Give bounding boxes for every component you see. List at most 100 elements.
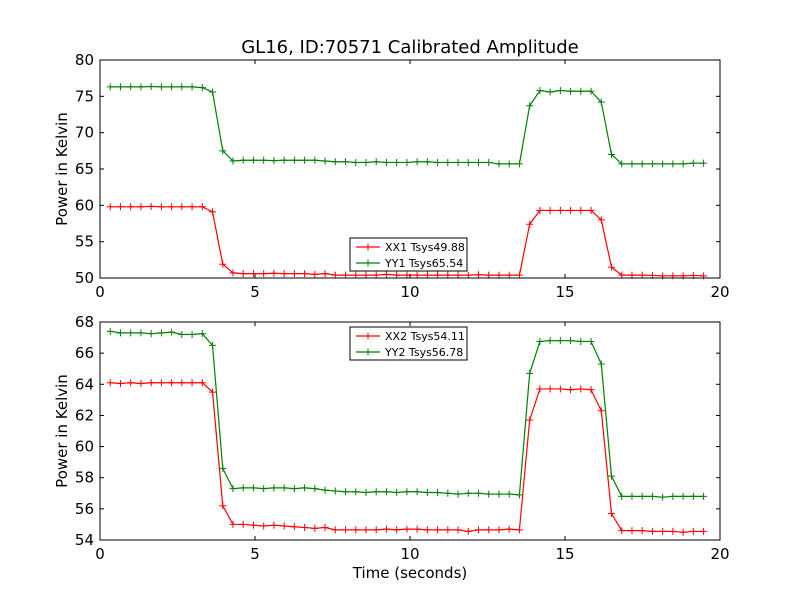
data-point <box>546 206 554 214</box>
data-point <box>434 158 442 166</box>
data-point <box>444 489 452 497</box>
data-point <box>454 490 462 498</box>
data-point <box>178 203 186 211</box>
data-point <box>219 147 227 155</box>
data-point <box>239 484 247 492</box>
data-point <box>485 158 493 166</box>
data-point <box>157 203 165 211</box>
data-point <box>669 527 677 535</box>
data-point <box>403 158 411 166</box>
data-point <box>618 160 626 168</box>
data-point <box>260 270 268 278</box>
data-point <box>454 526 462 534</box>
legend-marker <box>364 243 372 251</box>
data-point <box>700 492 708 500</box>
data-point <box>127 329 135 337</box>
data-point <box>270 521 278 529</box>
data-point <box>301 156 309 164</box>
y-tick-label: 64 <box>75 375 94 393</box>
data-point <box>608 510 615 518</box>
data-point <box>311 485 319 493</box>
data-point <box>178 330 186 338</box>
data-point <box>567 206 575 214</box>
legend-label: YY1 Tsys65.54 <box>384 257 463 270</box>
data-point <box>209 208 217 216</box>
legend-label: YY2 Tsys56.78 <box>384 346 463 359</box>
x-tick-label: 15 <box>555 545 574 563</box>
data-point <box>372 526 380 534</box>
data-point <box>239 156 247 164</box>
data-point <box>382 488 390 496</box>
x-tick-label: 20 <box>710 283 729 301</box>
data-point <box>239 270 247 278</box>
data-point <box>434 271 442 279</box>
legend-marker <box>364 348 372 356</box>
legend-label: XX1 Tsys49.88 <box>385 241 465 254</box>
data-point <box>342 271 350 279</box>
data-point <box>352 158 360 166</box>
data-point <box>403 271 411 279</box>
data-point <box>485 526 493 534</box>
data-point <box>689 527 697 535</box>
data-point <box>249 270 257 278</box>
data-point <box>198 379 206 387</box>
data-point <box>515 271 523 279</box>
y-tick-label: 55 <box>75 233 94 251</box>
data-point <box>495 160 503 168</box>
data-point <box>464 158 472 166</box>
data-point <box>137 380 145 388</box>
data-point <box>280 484 288 492</box>
data-point <box>475 271 483 279</box>
data-point <box>526 220 534 228</box>
data-point <box>597 98 605 106</box>
data-point <box>659 493 667 501</box>
data-point <box>147 330 155 338</box>
y-tick-label: 62 <box>75 406 94 424</box>
data-point <box>556 87 564 95</box>
data-point <box>260 485 268 493</box>
bottom-subplot: 0 5 10 15 20 54 56 58 60 62 64 66 68 Power in Kelvin X… <box>53 313 730 563</box>
data-point <box>362 489 370 497</box>
data-point <box>679 160 687 168</box>
data-point <box>147 379 155 387</box>
data-point <box>229 520 237 528</box>
data-point <box>209 388 217 396</box>
data-point <box>648 160 656 168</box>
data-point <box>331 526 339 534</box>
data-point <box>434 489 442 497</box>
data-point <box>229 485 237 493</box>
data-point <box>168 379 176 387</box>
x-tick-label: 10 <box>400 283 419 301</box>
data-point <box>270 484 278 492</box>
x-axis-label: Time (seconds) <box>352 564 468 582</box>
data-point <box>567 386 575 394</box>
data-point <box>638 160 646 168</box>
data-point <box>669 160 677 168</box>
data-point <box>249 156 257 164</box>
data-point <box>372 158 380 166</box>
data-point <box>188 379 196 387</box>
legend-box <box>349 326 468 361</box>
x-tick-label: 15 <box>555 283 574 301</box>
data-point <box>567 337 575 345</box>
data-point <box>413 525 421 533</box>
x-tick-label: 0 <box>95 283 105 301</box>
data-point <box>475 158 483 166</box>
legend-marker <box>364 259 372 267</box>
y-tick-label: 60 <box>75 438 94 456</box>
data-point <box>413 488 421 496</box>
data-point <box>393 489 401 497</box>
chart-title: GL16, ID:70571 Calibrated Amplitude <box>241 37 579 58</box>
data-point <box>260 522 268 530</box>
data-point <box>597 360 605 368</box>
data-point <box>577 337 585 345</box>
data-point <box>495 526 503 534</box>
data-point <box>638 492 646 500</box>
data-point <box>127 83 135 91</box>
data-point <box>116 380 124 388</box>
data-point <box>229 157 237 165</box>
data-point <box>137 329 145 337</box>
data-point <box>628 160 636 168</box>
data-point <box>280 156 288 164</box>
data-point <box>577 385 585 393</box>
